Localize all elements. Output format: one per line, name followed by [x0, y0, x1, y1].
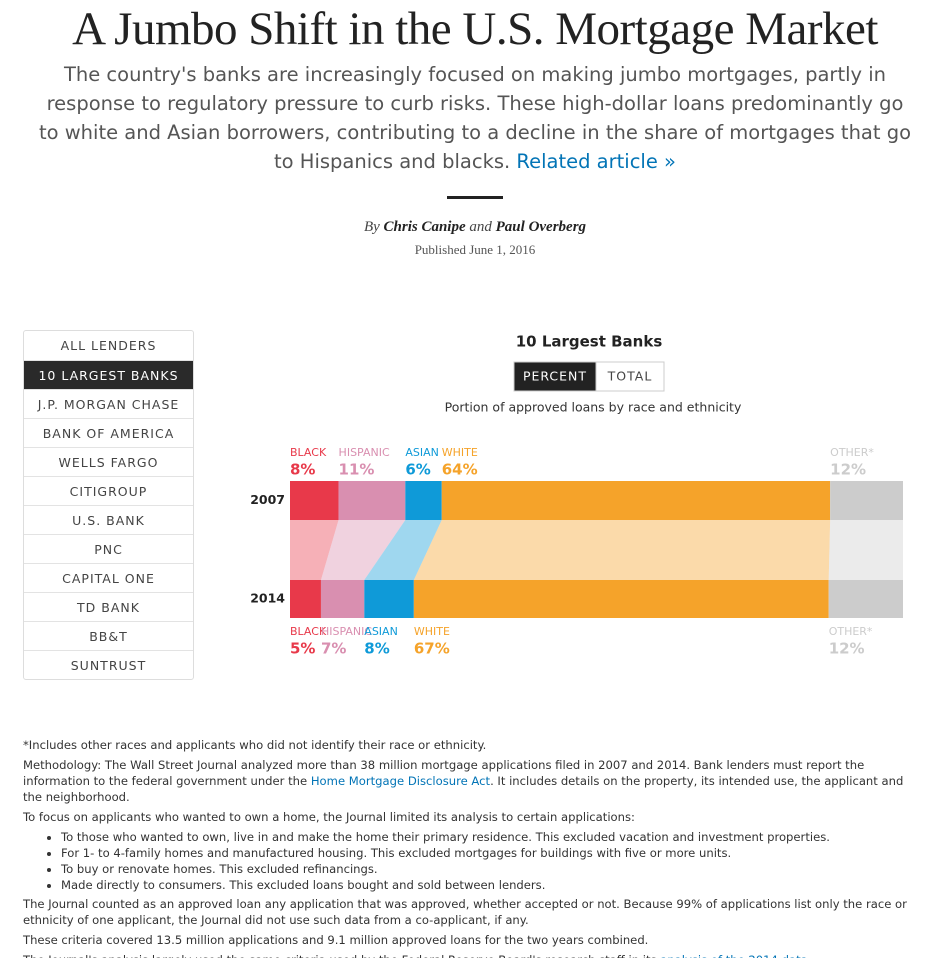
segment-name: OTHER* [830, 446, 874, 459]
criteria-item: To those who wanted to own, live in and … [61, 829, 923, 845]
segment-value: 12% [829, 640, 865, 658]
lender-option[interactable]: TD BANK [24, 592, 193, 621]
text: Methodology: The Wall Street Journal ana… [23, 758, 865, 788]
author: Paul Overberg [495, 219, 587, 235]
lender-option[interactable]: 10 LARGEST BANKS [24, 360, 193, 389]
bar-segment [413, 580, 829, 618]
lender-option[interactable]: PNC [24, 534, 193, 563]
toggle-label[interactable]: PERCENT [523, 369, 587, 384]
year-label: 2014 [250, 591, 285, 606]
segment-value: 7% [321, 640, 346, 658]
lender-option[interactable]: BANK OF AMERICA [24, 418, 193, 447]
analysis-link[interactable]: analysis of the 2014 data [660, 953, 808, 958]
segment-value: 8% [290, 461, 315, 479]
author: Chris Canipe [383, 219, 466, 235]
segment-name: WHITE [414, 625, 450, 638]
criteria-list: To those who wanted to own, live in and … [23, 829, 923, 893]
bar-segment [290, 580, 321, 618]
toggle-button[interactable] [513, 361, 597, 392]
year-label: 2007 [250, 492, 285, 507]
byline-prefix: By [363, 219, 380, 235]
focus: To focus on applicants who wanted to own… [23, 810, 635, 824]
text: The Journal's analysis largely used the … [23, 953, 657, 958]
segment-value: 6% [405, 461, 430, 479]
dek-text: The country's banks are increasingly foc… [38, 63, 912, 173]
counted: The Journal counted as an approved loan … [23, 897, 907, 927]
segment-name: ASIAN [364, 625, 398, 638]
criteria-item: Made directly to consumers. This exclude… [61, 877, 923, 893]
bar-segment [441, 481, 831, 520]
toggle-label[interactable]: TOTAL [607, 369, 653, 384]
segment-value: 64% [442, 461, 478, 479]
flow-band [828, 520, 903, 580]
text: . [808, 953, 812, 958]
related-link[interactable]: Related article » [516, 150, 676, 173]
chart-title: 10 Largest Banks [516, 333, 663, 351]
footnote: *Includes other races and applicants who… [23, 738, 487, 752]
byline-joiner: and [469, 219, 492, 235]
segment-name: HISPANIC [321, 625, 372, 638]
flow-band [413, 520, 831, 580]
lender-option[interactable]: CAPITAL ONE [24, 563, 193, 592]
segment-name: HISPANIC [339, 446, 390, 459]
divider [447, 196, 503, 199]
segment-value: 67% [414, 640, 450, 658]
criteria-item: For 1- to 4-family homes and manufacture… [61, 845, 923, 861]
lender-option[interactable]: WELLS FARGO [24, 447, 193, 476]
segment-name: BLACK [290, 446, 327, 459]
byline: By Chris Canipe and Paul Overberg [0, 219, 950, 236]
lender-option[interactable]: ALL LENDERS [60, 338, 157, 353]
notes: *Includes other races and applicants who… [23, 737, 923, 958]
flow-band [290, 520, 339, 580]
hmda-link[interactable]: Home Mortgage Disclosure Act [310, 774, 491, 788]
criteria-item: To buy or renovate homes. This excluded … [61, 861, 923, 877]
dek: The country's banks are increasingly foc… [35, 60, 915, 176]
chart-subtitle: Portion of approved loans by race and et… [445, 400, 742, 415]
bar-segment [830, 481, 903, 520]
segment-name: BLACK [290, 625, 327, 638]
headline: A Jumbo Shift in the U.S. Mortgage Marke… [72, 3, 878, 55]
bar-segment [290, 481, 339, 520]
text: . It includes details on the property, i… [23, 774, 904, 804]
chart: 10 Largest Banks PERCENT TOTAL Portion of a… [250, 333, 903, 658]
flow-band [320, 520, 406, 580]
published-date: Published June 1, 2016 [414, 242, 536, 257]
segment-value: 8% [364, 640, 389, 658]
toggle-button[interactable] [595, 361, 665, 392]
segment-value: 11% [339, 461, 375, 479]
segment-name: OTHER* [829, 625, 873, 638]
criteria: These criteria covered 13.5 million appl… [23, 933, 649, 947]
lender-option[interactable]: SUNTRUST [24, 650, 193, 679]
flow-band [364, 520, 442, 580]
lender-option[interactable]: CITIGROUP [24, 476, 193, 505]
segment-value: 12% [830, 461, 866, 479]
segment-name: WHITE [442, 446, 478, 459]
bar-segment [320, 580, 365, 618]
segment-name: ASIAN [405, 446, 439, 459]
methodology: Methodology: The Wall Street Journal ana… [23, 757, 923, 805]
lender-option[interactable]: U.S. BANK [24, 505, 193, 534]
bar-segment [338, 481, 406, 520]
bar-segment [828, 580, 903, 618]
lender-option[interactable]: J.P. MORGAN CHASE [24, 389, 193, 418]
bar-segment [405, 481, 442, 520]
bar-segment [364, 580, 414, 618]
segment-value: 5% [290, 640, 315, 658]
analysis: The Journal's analysis largely used the … [23, 952, 923, 958]
lender-menu: ALL LENDERS 10 LARGEST BANKS J.P. MORGAN C… [23, 330, 194, 680]
lender-option[interactable]: BB&T [24, 621, 193, 650]
